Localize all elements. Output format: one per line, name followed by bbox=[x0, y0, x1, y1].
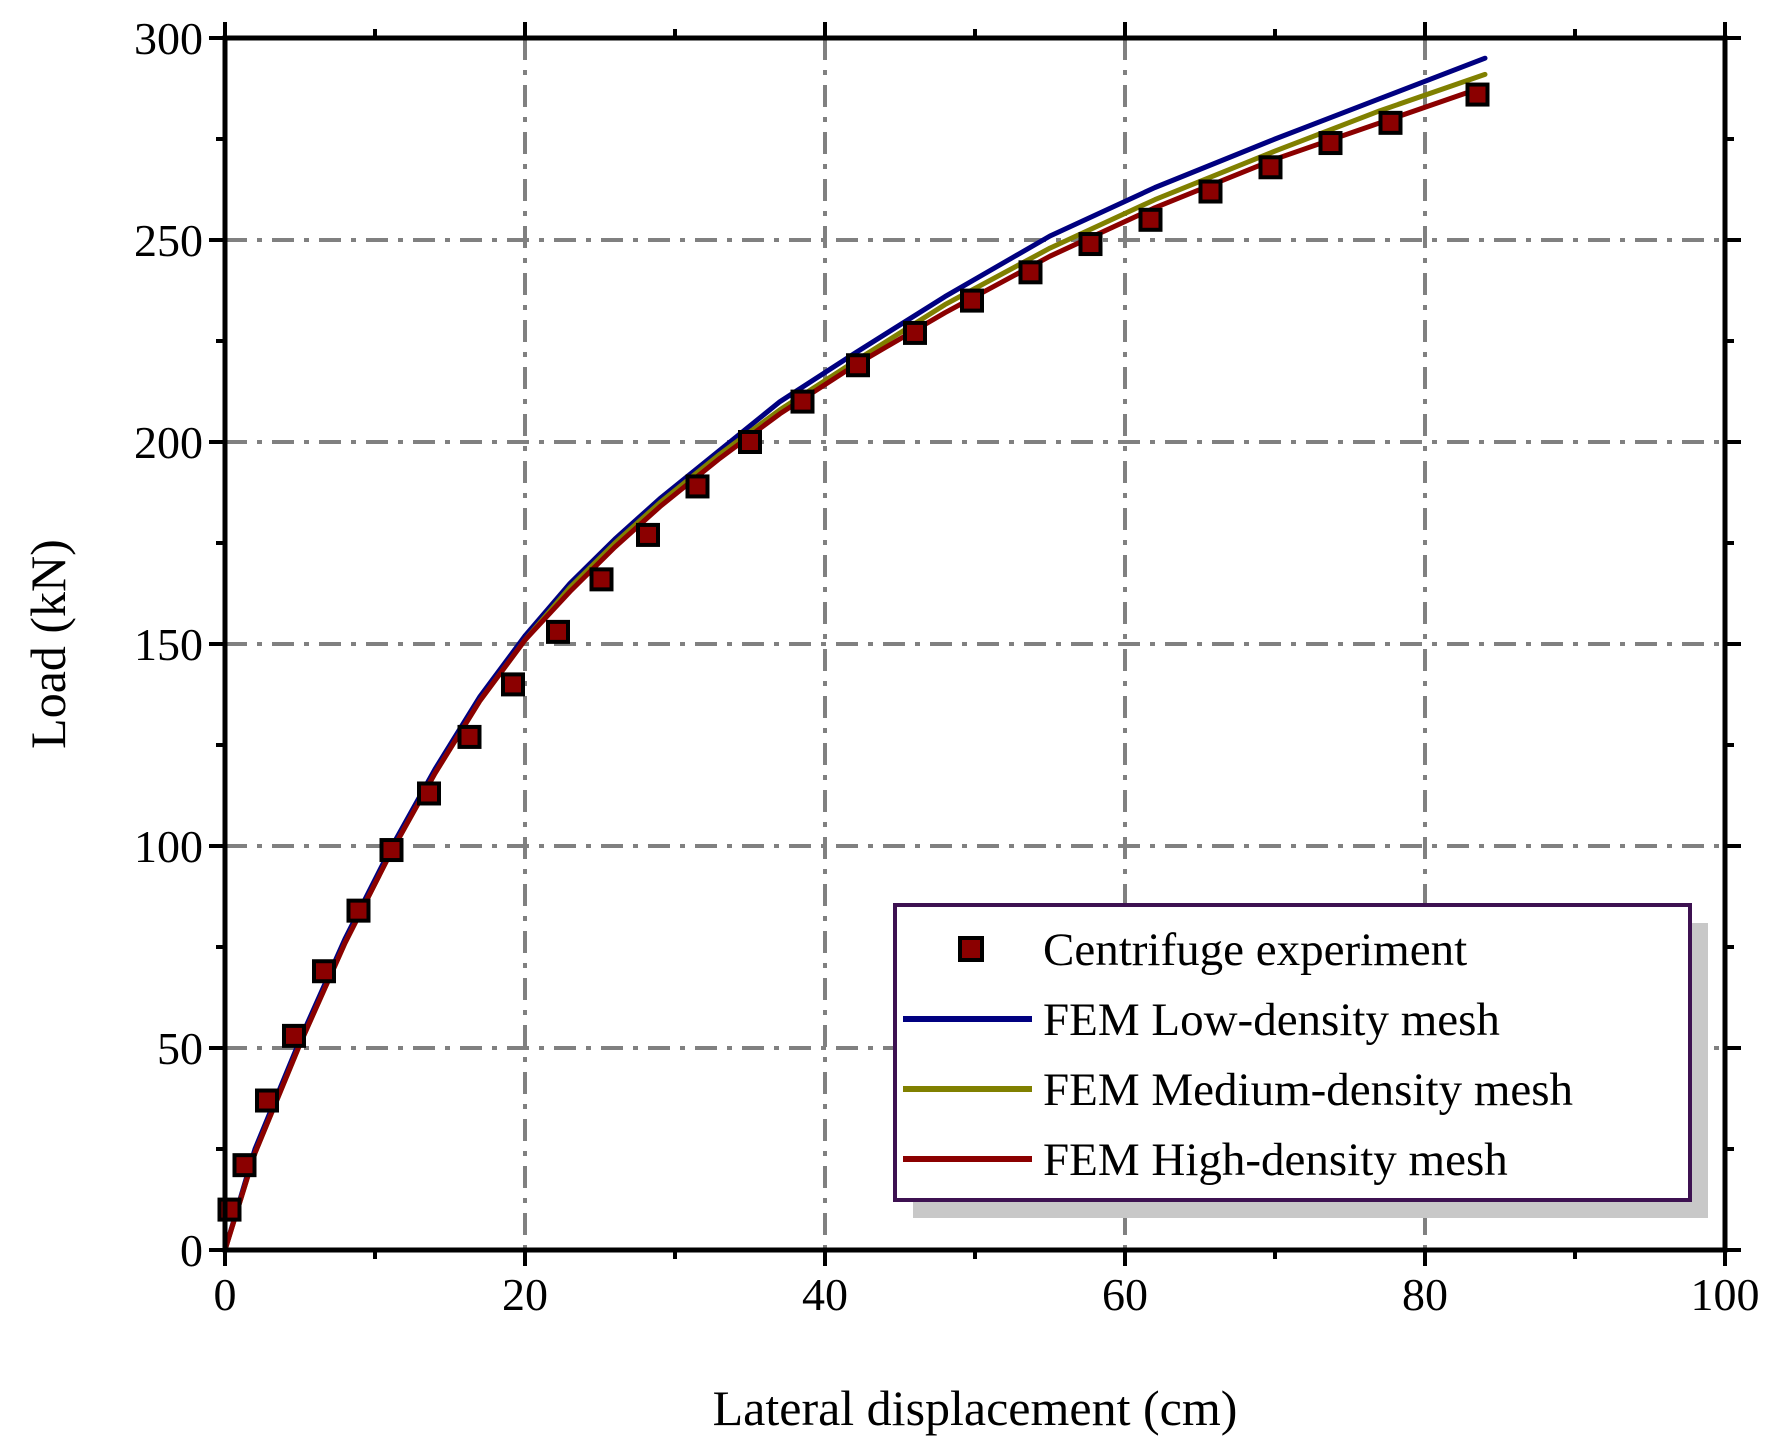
y-axis-title: Load (kN) bbox=[20, 539, 76, 749]
series-layer bbox=[217, 55, 1490, 1253]
x-tick-label: 40 bbox=[802, 1269, 848, 1320]
data-point bbox=[255, 1088, 279, 1113]
data-point bbox=[546, 619, 570, 644]
legend-label: FEM Low-density mesh bbox=[1043, 994, 1500, 1046]
data-point bbox=[738, 430, 762, 454]
x-tick-label: 0 bbox=[214, 1269, 237, 1320]
x-tick-label: 80 bbox=[1402, 1269, 1448, 1320]
y-tick-label: 250 bbox=[134, 215, 203, 266]
data-point bbox=[457, 724, 482, 749]
data-point bbox=[1318, 131, 1343, 156]
data-point bbox=[1138, 207, 1163, 232]
legend-marker bbox=[958, 936, 984, 962]
data-point bbox=[903, 320, 927, 345]
data-point bbox=[346, 898, 371, 923]
y-tick-label: 100 bbox=[134, 821, 203, 872]
y-tick-label: 300 bbox=[134, 13, 203, 64]
y-tick-label: 150 bbox=[134, 619, 203, 670]
legend-item: FEM High-density mesh bbox=[903, 1134, 1508, 1186]
data-point bbox=[1465, 82, 1490, 107]
data-point bbox=[846, 353, 870, 378]
y-tick-label: 0 bbox=[180, 1225, 203, 1276]
data-point bbox=[282, 1023, 306, 1048]
tick-labels: 0 20 40 60 80 100 0 50 100 150 200 250 300 bbox=[134, 13, 1760, 1320]
legend-box bbox=[893, 903, 1692, 1202]
legend-item: Centrifuge experiment bbox=[958, 924, 1467, 976]
data-point bbox=[1198, 179, 1223, 204]
x-tick-label: 100 bbox=[1691, 1269, 1760, 1320]
data-point bbox=[417, 781, 441, 806]
x-axis-title: Lateral displacement (cm) bbox=[713, 1380, 1238, 1436]
data-point bbox=[1018, 260, 1043, 285]
data-point bbox=[232, 1153, 257, 1178]
data-point bbox=[636, 522, 660, 547]
legend-label: Centrifuge experiment bbox=[1043, 924, 1467, 976]
data-point bbox=[1258, 155, 1283, 180]
data-point bbox=[379, 838, 404, 863]
data-point bbox=[790, 389, 815, 414]
legend-label: FEM Medium-density mesh bbox=[1043, 1064, 1573, 1116]
y-tick-label: 50 bbox=[157, 1023, 203, 1074]
legend-item: FEM Medium-density mesh bbox=[903, 1064, 1573, 1116]
data-point bbox=[1078, 232, 1103, 257]
data-point bbox=[960, 288, 984, 313]
x-tick-label: 60 bbox=[1102, 1269, 1148, 1320]
data-point bbox=[312, 959, 336, 984]
legend-label: FEM High-density mesh bbox=[1043, 1134, 1508, 1186]
data-point bbox=[1378, 110, 1403, 135]
data-point bbox=[589, 567, 614, 592]
data-point bbox=[501, 672, 525, 697]
data-point bbox=[685, 474, 710, 499]
y-tick-label: 200 bbox=[134, 417, 203, 468]
legend-item: FEM Low-density mesh bbox=[903, 994, 1500, 1046]
axis-ticks bbox=[209, 22, 1741, 1266]
legend: Centrifuge experiment FEM Low-density mes… bbox=[893, 903, 1708, 1218]
x-tick-label: 20 bbox=[502, 1269, 548, 1320]
grid bbox=[225, 38, 1725, 1250]
